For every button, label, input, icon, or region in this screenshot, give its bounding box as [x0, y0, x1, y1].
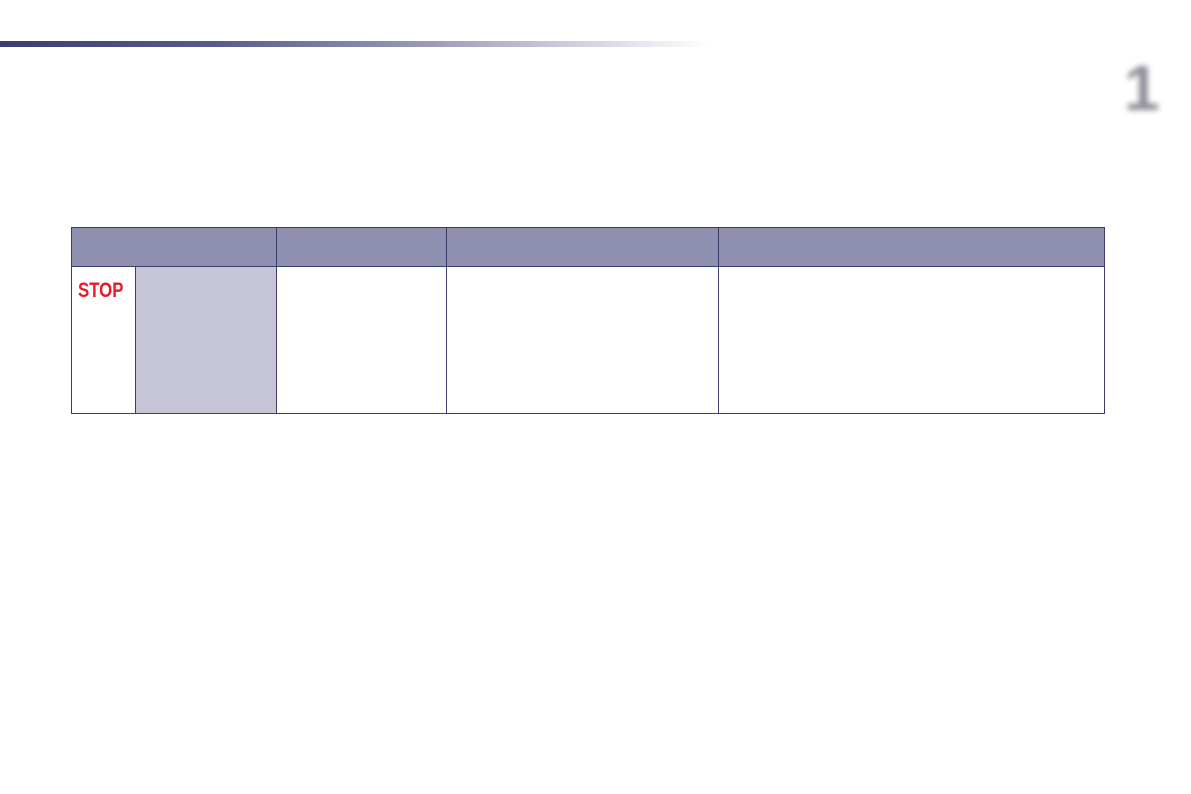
table-cell: [717, 266, 1105, 414]
stop-icon: STOP: [78, 279, 124, 302]
table-cell: [445, 266, 719, 414]
table-cell: [134, 266, 277, 414]
header-cell: [717, 227, 1105, 267]
table-header-row: [71, 227, 1105, 267]
header-cell: [445, 227, 719, 267]
table-row: STOP: [71, 266, 1105, 414]
warning-table: STOP: [71, 227, 1105, 414]
stop-icon-cell: STOP: [71, 266, 136, 414]
table-cell: [275, 266, 447, 414]
header-gradient-bar: [0, 41, 710, 47]
chapter-number: 1: [1124, 52, 1160, 124]
header-cell: [275, 227, 447, 267]
header-cell: [71, 227, 277, 267]
